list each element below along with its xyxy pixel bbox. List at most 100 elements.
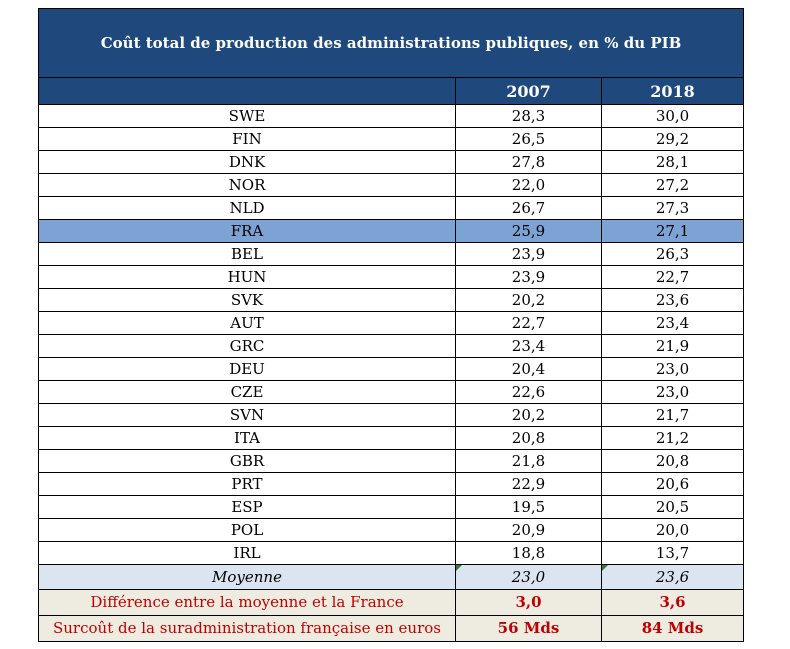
difference-label: Différence entre la moyenne et la France bbox=[38, 589, 456, 616]
table-header-row: 2007 2018 bbox=[38, 77, 745, 105]
table-row: HUN 23,9 22,7 bbox=[38, 265, 745, 289]
value-2007-cell: 20,8 bbox=[455, 426, 602, 450]
value-2018-cell: 20,6 bbox=[600, 472, 745, 496]
table-row: ITA 20,8 21,2 bbox=[38, 426, 745, 450]
value-2018-cell: 27,3 bbox=[600, 196, 745, 220]
value-2018-cell: 21,2 bbox=[600, 426, 745, 450]
table-row: GBR 21,8 20,8 bbox=[38, 449, 745, 473]
average-2007: 23,0 bbox=[455, 564, 602, 590]
value-2018-cell: 23,0 bbox=[600, 357, 745, 381]
country-cell: FRA bbox=[38, 219, 456, 243]
value-2007-cell: 23,9 bbox=[455, 242, 602, 266]
value-2018-cell: 20,8 bbox=[600, 449, 745, 473]
overcost-label: Surcoût de la suradministration français… bbox=[38, 615, 456, 642]
country-cell: SVN bbox=[38, 403, 456, 427]
country-cell: SWE bbox=[38, 104, 456, 128]
table-row: GRC 23,4 21,9 bbox=[38, 334, 745, 358]
value-2007-cell: 26,5 bbox=[455, 127, 602, 151]
value-2018-cell: 20,5 bbox=[600, 495, 745, 519]
average-2018: 23,6 bbox=[600, 564, 745, 590]
value-2007-cell: 20,4 bbox=[455, 357, 602, 381]
value-2018-cell: 28,1 bbox=[600, 150, 745, 174]
value-2018-cell: 30,0 bbox=[600, 104, 745, 128]
table-row: SWE 28,3 30,0 bbox=[38, 104, 745, 128]
value-2018-cell: 21,9 bbox=[600, 334, 745, 358]
country-cell: BEL bbox=[38, 242, 456, 266]
table-row: NLD 26,7 27,3 bbox=[38, 196, 745, 220]
table-row: BEL 23,9 26,3 bbox=[38, 242, 745, 266]
header-country bbox=[38, 77, 456, 105]
overcost-row: Surcoût de la suradministration français… bbox=[38, 615, 745, 642]
value-2018-cell: 23,4 bbox=[600, 311, 745, 335]
value-2018-cell: 13,7 bbox=[600, 541, 745, 565]
country-cell: NOR bbox=[38, 173, 456, 197]
table-row: NOR 22,0 27,2 bbox=[38, 173, 745, 197]
value-2007-cell: 23,4 bbox=[455, 334, 602, 358]
table-row: PRT 22,9 20,6 bbox=[38, 472, 745, 496]
header-2007: 2007 bbox=[455, 77, 602, 105]
value-2007-cell: 23,9 bbox=[455, 265, 602, 289]
country-cell: FIN bbox=[38, 127, 456, 151]
country-cell: GBR bbox=[38, 449, 456, 473]
header-2018: 2018 bbox=[600, 77, 745, 105]
table-row: FRA 25,9 27,1 bbox=[38, 219, 745, 243]
value-2018-cell: 22,7 bbox=[600, 265, 745, 289]
table-title-row: Coût total de production des administrat… bbox=[37, 8, 745, 78]
table-row: ESP 19,5 20,5 bbox=[38, 495, 745, 519]
country-cell: GRC bbox=[38, 334, 456, 358]
average-2007-text: 23,0 bbox=[511, 567, 546, 586]
table-row: DEU 20,4 23,0 bbox=[38, 357, 745, 381]
value-2007-cell: 21,8 bbox=[455, 449, 602, 473]
value-2007-cell: 22,6 bbox=[455, 380, 602, 404]
country-cell: ITA bbox=[38, 426, 456, 450]
data-table: Coût total de production des administrat… bbox=[37, 8, 745, 642]
table-row: SVK 20,2 23,6 bbox=[38, 288, 745, 312]
country-cell: SVK bbox=[38, 288, 456, 312]
average-label: Moyenne bbox=[38, 564, 456, 590]
average-row: Moyenne 23,0 23,6 bbox=[38, 564, 745, 590]
comment-indicator-icon bbox=[602, 565, 608, 571]
comment-indicator-icon bbox=[456, 565, 462, 571]
country-cell: NLD bbox=[38, 196, 456, 220]
country-cell: IRL bbox=[38, 541, 456, 565]
table-row: IRL 18,8 13,7 bbox=[38, 541, 745, 565]
value-2007-cell: 18,8 bbox=[455, 541, 602, 565]
country-cell: CZE bbox=[38, 380, 456, 404]
difference-2007: 3,0 bbox=[455, 589, 602, 616]
overcost-2007: 56 Mds bbox=[455, 615, 602, 642]
country-cell: DEU bbox=[38, 357, 456, 381]
country-cell: HUN bbox=[38, 265, 456, 289]
table-row: POL 20,9 20,0 bbox=[38, 518, 745, 542]
table-row: CZE 22,6 23,0 bbox=[38, 380, 745, 404]
value-2007-cell: 26,7 bbox=[455, 196, 602, 220]
value-2007-cell: 27,8 bbox=[455, 150, 602, 174]
value-2018-cell: 23,6 bbox=[600, 288, 745, 312]
average-label-text: Moyenne bbox=[212, 567, 282, 586]
table-row: SVN 20,2 21,7 bbox=[38, 403, 745, 427]
country-cell: ESP bbox=[38, 495, 456, 519]
value-2007-cell: 28,3 bbox=[455, 104, 602, 128]
table-row: AUT 22,7 23,4 bbox=[38, 311, 745, 335]
overcost-2018: 84 Mds bbox=[600, 615, 745, 642]
difference-2018: 3,6 bbox=[600, 589, 745, 616]
table-title: Coût total de production des administrat… bbox=[37, 8, 745, 78]
difference-row: Différence entre la moyenne et la France… bbox=[38, 589, 745, 616]
value-2018-cell: 27,2 bbox=[600, 173, 745, 197]
value-2007-cell: 25,9 bbox=[455, 219, 602, 243]
value-2018-cell: 27,1 bbox=[600, 219, 745, 243]
value-2007-cell: 22,0 bbox=[455, 173, 602, 197]
value-2018-cell: 23,0 bbox=[600, 380, 745, 404]
value-2007-cell: 22,7 bbox=[455, 311, 602, 335]
value-2018-cell: 26,3 bbox=[600, 242, 745, 266]
country-cell: PRT bbox=[38, 472, 456, 496]
country-cell: AUT bbox=[38, 311, 456, 335]
value-2018-cell: 20,0 bbox=[600, 518, 745, 542]
value-2007-cell: 19,5 bbox=[455, 495, 602, 519]
value-2018-cell: 21,7 bbox=[600, 403, 745, 427]
table-row: FIN 26,5 29,2 bbox=[38, 127, 745, 151]
value-2007-cell: 20,9 bbox=[455, 518, 602, 542]
value-2007-cell: 20,2 bbox=[455, 403, 602, 427]
value-2007-cell: 20,2 bbox=[455, 288, 602, 312]
table-row: DNK 27,8 28,1 bbox=[38, 150, 745, 174]
country-cell: DNK bbox=[38, 150, 456, 174]
